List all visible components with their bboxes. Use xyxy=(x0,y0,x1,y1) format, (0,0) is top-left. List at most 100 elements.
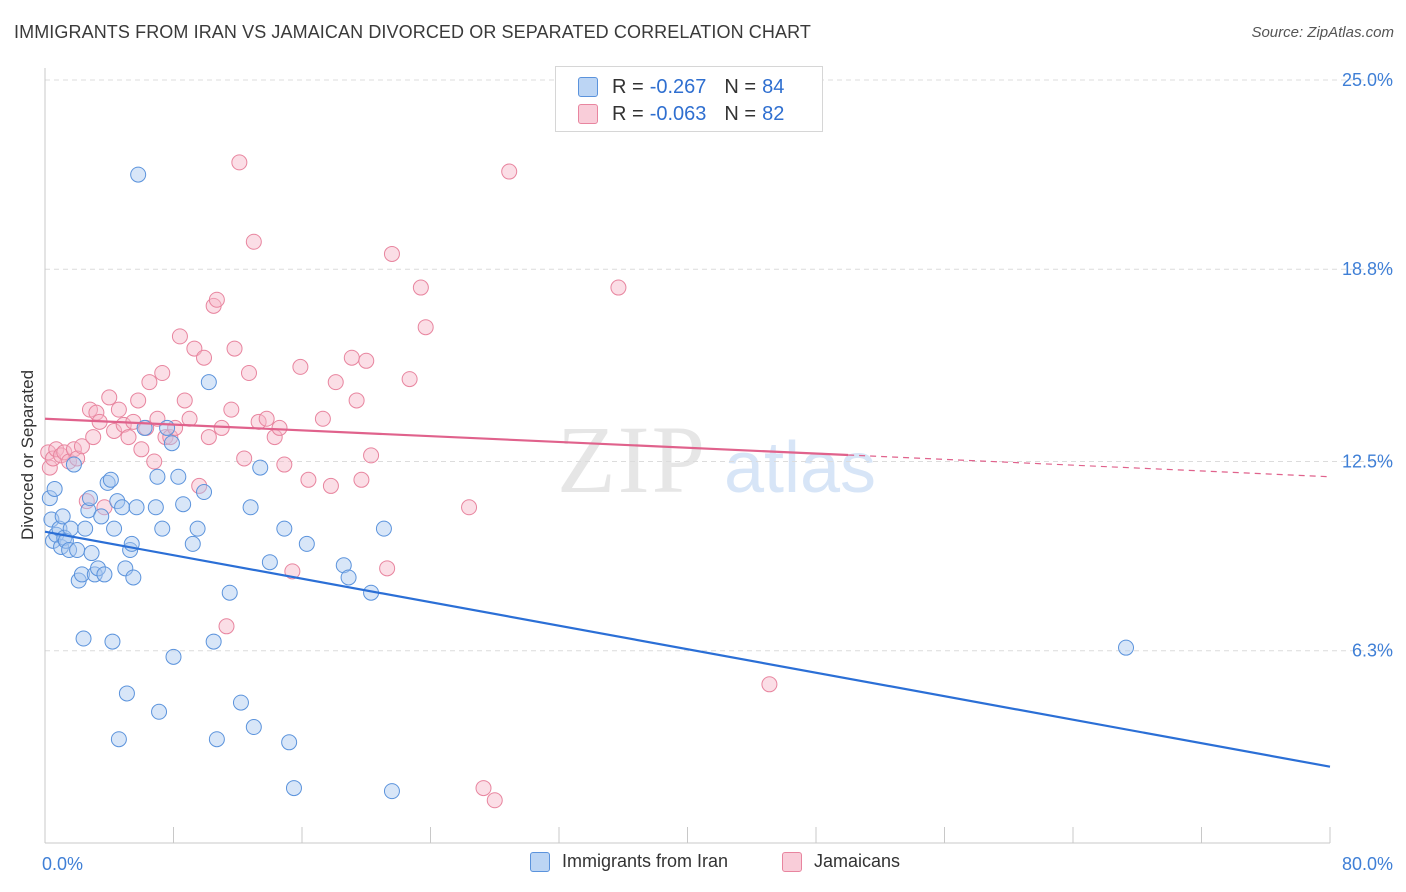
jamaicans-point xyxy=(314,410,331,427)
iran-point xyxy=(81,490,98,507)
jamaicans-point xyxy=(271,419,288,436)
jamaicans-point xyxy=(412,279,429,296)
source-credit: Source: ZipAtlas.com xyxy=(1251,24,1394,41)
legend-r-value: -0.063 xyxy=(649,102,707,125)
iran-point xyxy=(175,496,192,513)
jamaicans-point xyxy=(162,429,179,446)
iran-point xyxy=(96,566,113,583)
iran-point xyxy=(106,520,123,537)
jamaicans-point xyxy=(85,429,102,446)
series-legend: Immigrants from Iran Jamaicans xyxy=(0,851,1406,877)
iran-point xyxy=(154,520,171,537)
jamaicans-point xyxy=(141,374,158,391)
legend-r-value: -0.267 xyxy=(649,75,707,98)
jamaicans-point xyxy=(171,328,188,345)
jamaicans-point xyxy=(208,291,225,308)
legend-item-jamaicans[interactable]: Jamaicans xyxy=(782,851,900,872)
iran-point xyxy=(102,471,119,488)
iran-point xyxy=(62,520,79,537)
jamaicans-point xyxy=(383,245,400,262)
y-tick-label: 25.0% xyxy=(1342,70,1393,90)
legend-label-iran: Immigrants from Iran xyxy=(562,851,729,871)
gridlines xyxy=(45,79,1395,652)
legend-r-label: R = xyxy=(612,102,644,125)
iran-point xyxy=(281,734,298,751)
iran-point xyxy=(69,542,86,559)
legend-n-label: N = xyxy=(724,75,757,98)
iran-point xyxy=(242,499,259,516)
iran-point xyxy=(340,569,357,586)
correlation-legend: R = -0.267 N = 84 R = -0.063 N = 82 xyxy=(555,66,823,132)
jamaicans-trend-extension xyxy=(848,454,1331,478)
iran-point xyxy=(298,535,315,552)
jamaicans-point xyxy=(96,499,113,516)
iran-point xyxy=(73,566,90,583)
iran-point xyxy=(114,499,131,516)
jamaicans-point xyxy=(501,163,518,180)
iran-point xyxy=(147,499,164,516)
iran-point xyxy=(232,694,249,711)
jamaicans-point xyxy=(363,447,380,464)
jamaicans-point xyxy=(120,429,137,446)
iran-point xyxy=(170,468,187,485)
jamaicans-point xyxy=(348,392,365,409)
legend-row-iran: R = -0.267 N = 84 xyxy=(578,75,784,99)
iran-point xyxy=(77,520,94,537)
y-tick-label: 6.3% xyxy=(1352,641,1393,661)
watermark-zip: ZIP xyxy=(557,406,707,513)
jamaicans-point xyxy=(231,154,248,171)
legend-item-iran[interactable]: Immigrants from Iran xyxy=(530,851,728,872)
jamaicans-point xyxy=(276,456,293,473)
iran-trend-line xyxy=(44,530,1331,768)
jamaicans-point xyxy=(486,792,503,809)
iran-point xyxy=(130,166,147,183)
iran-point xyxy=(261,554,278,571)
iran-point xyxy=(163,435,180,452)
iran-points xyxy=(41,166,1135,800)
jamaicans-point xyxy=(101,389,118,406)
iran-point xyxy=(90,560,107,577)
x-tick-label-max: 80.0% xyxy=(1342,854,1393,874)
jamaicans-point xyxy=(761,676,778,693)
jamaicans-point xyxy=(218,618,235,635)
jamaicans-point xyxy=(322,477,339,494)
legend-swatch-jamaicans xyxy=(782,851,802,872)
jamaicans-point xyxy=(379,560,396,577)
iran-point xyxy=(125,569,142,586)
jamaicans-point xyxy=(353,471,370,488)
legend-swatch-iran xyxy=(578,77,598,97)
y-tick-label: 18.8% xyxy=(1342,259,1393,279)
iran-point xyxy=(80,502,97,519)
iran-point xyxy=(252,459,269,476)
iran-point xyxy=(151,703,168,720)
iran-point xyxy=(104,633,121,650)
jamaicans-point xyxy=(327,374,344,391)
axes xyxy=(44,68,1331,844)
legend-n-value: 82 xyxy=(762,102,785,125)
iran-point xyxy=(117,560,134,577)
jamaicans-point xyxy=(53,447,70,464)
iran-point xyxy=(83,545,100,562)
iran-point xyxy=(375,520,392,537)
jamaicans-point xyxy=(461,499,478,516)
iran-point xyxy=(221,584,238,601)
legend-n-label: N = xyxy=(724,102,757,125)
iran-point xyxy=(61,542,78,559)
iran-point xyxy=(285,780,302,797)
jamaicans-point xyxy=(401,371,418,388)
jamaicans-point xyxy=(154,364,171,381)
iran-point xyxy=(149,468,166,485)
tick-labels: 6.3% 12.5% 18.8% 25.0% 0.0% 80.0% xyxy=(42,70,1393,874)
iran-point xyxy=(110,731,127,748)
iran-point xyxy=(189,520,206,537)
x-tick-label-min: 0.0% xyxy=(42,854,83,874)
trend-lines xyxy=(44,417,1331,768)
legend-swatch-jamaicans xyxy=(578,104,598,124)
jamaicans-point xyxy=(176,392,193,409)
jamaicans-point xyxy=(196,349,213,366)
jamaicans-point xyxy=(110,401,127,418)
iran-point xyxy=(46,480,63,497)
jamaicans-point xyxy=(133,441,150,458)
iran-point xyxy=(99,474,116,491)
